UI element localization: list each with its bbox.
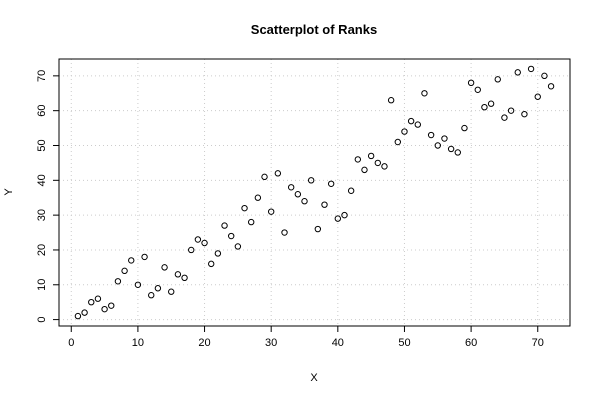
point <box>514 69 521 76</box>
point <box>494 76 501 83</box>
point <box>81 309 88 316</box>
point <box>447 145 455 153</box>
y-tick-label: 40 <box>36 174 48 186</box>
chart-title: Scatterplot of Ranks <box>251 22 377 37</box>
point <box>347 187 355 194</box>
point <box>214 250 222 257</box>
x-tick-label: 60 <box>465 337 477 349</box>
y-tick-label: 30 <box>36 209 48 221</box>
point <box>194 236 202 243</box>
point <box>414 121 421 128</box>
point <box>227 232 235 240</box>
point <box>534 93 541 100</box>
point <box>334 215 342 222</box>
point <box>121 267 128 275</box>
point <box>274 170 282 177</box>
x-tick-label: 20 <box>198 337 210 349</box>
point <box>188 246 195 254</box>
point <box>361 166 368 174</box>
point <box>387 97 395 104</box>
point <box>301 198 308 205</box>
point <box>281 229 288 236</box>
point <box>261 173 268 181</box>
point <box>148 292 155 299</box>
point <box>234 243 242 250</box>
point <box>161 264 168 271</box>
point <box>474 86 481 93</box>
point <box>481 103 488 111</box>
point <box>374 159 382 167</box>
point <box>254 194 262 201</box>
y-tick-label: 10 <box>36 279 48 291</box>
point <box>287 184 295 191</box>
point <box>134 281 142 288</box>
point <box>521 110 528 118</box>
point <box>94 295 102 302</box>
point <box>327 180 335 187</box>
point <box>294 191 302 198</box>
point <box>407 117 415 125</box>
point <box>341 211 348 219</box>
point <box>201 239 208 247</box>
point <box>247 218 255 226</box>
x-tick-label: 70 <box>532 337 544 349</box>
y-tick-label: 0 <box>36 317 48 323</box>
point <box>541 72 548 80</box>
point <box>314 225 322 233</box>
point <box>527 65 535 73</box>
point <box>321 201 328 208</box>
point <box>307 177 315 184</box>
x-tick-label: 0 <box>68 337 74 349</box>
point <box>88 298 95 306</box>
point <box>154 285 162 292</box>
point <box>467 79 475 87</box>
x-tick-label: 50 <box>398 337 410 349</box>
point <box>501 114 508 121</box>
point <box>174 271 182 278</box>
point <box>168 288 175 295</box>
point <box>101 305 108 313</box>
y-tick-label: 20 <box>36 244 48 256</box>
y-tick-label: 60 <box>36 105 48 117</box>
point <box>181 274 188 282</box>
point <box>427 131 435 139</box>
point <box>381 163 388 170</box>
plot-frame <box>58 58 571 327</box>
point <box>114 278 122 285</box>
point <box>367 152 375 160</box>
point <box>487 100 495 107</box>
x-tick-label: 10 <box>132 337 144 349</box>
point <box>354 156 362 163</box>
x-axis-label: X <box>310 372 318 384</box>
y-tick-label: 50 <box>36 139 48 151</box>
x-tick-label: 40 <box>332 337 344 349</box>
point <box>401 128 408 135</box>
point <box>441 135 448 142</box>
x-tick-label: 30 <box>265 337 277 349</box>
point <box>434 142 441 149</box>
point <box>421 90 428 97</box>
point <box>241 204 248 212</box>
point <box>74 312 82 320</box>
point <box>454 149 461 156</box>
y-tick-label: 70 <box>36 70 48 82</box>
y-axis-label: Y <box>3 188 15 196</box>
point <box>267 208 275 215</box>
point <box>507 107 515 114</box>
point <box>108 302 115 309</box>
point <box>394 138 402 146</box>
point <box>461 124 468 132</box>
point <box>221 222 228 229</box>
point <box>128 257 135 264</box>
point <box>208 260 215 268</box>
point <box>141 253 148 261</box>
point <box>547 83 555 90</box>
